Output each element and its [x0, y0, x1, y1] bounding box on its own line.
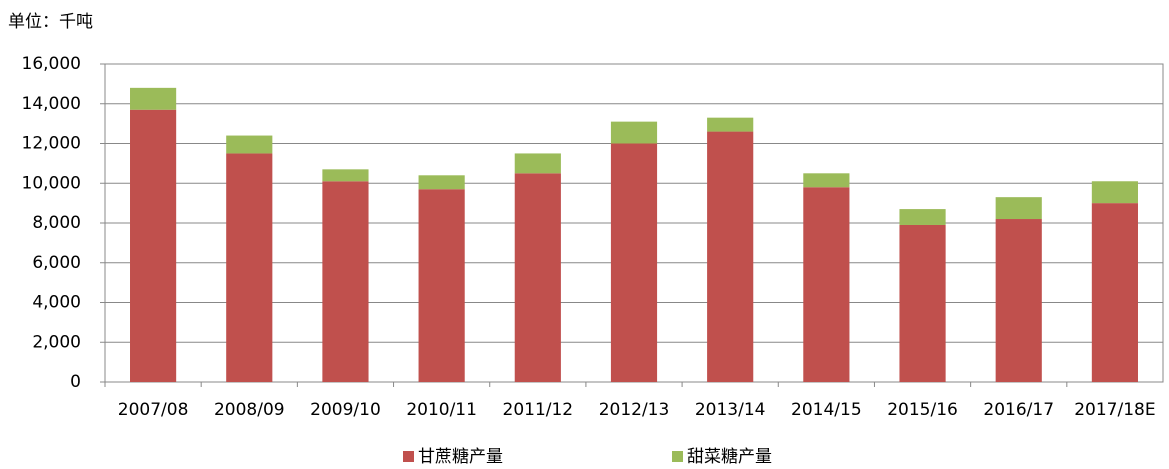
x-tick-label: 2013/14 — [695, 400, 766, 420]
x-tick-label: 2007/08 — [118, 400, 189, 420]
bar-segment — [611, 144, 657, 383]
bar-segment — [419, 189, 465, 382]
y-tick-label: 16,000 — [22, 54, 81, 74]
y-tick-label: 14,000 — [22, 94, 81, 114]
bar-segment — [130, 110, 176, 382]
bar-segment — [226, 153, 272, 382]
y-tick-label: 0 — [70, 372, 81, 392]
bar-segment — [899, 209, 945, 225]
bar-segment — [515, 173, 561, 382]
bar-segment — [130, 88, 176, 110]
bar-segment — [899, 225, 945, 382]
x-tick-label: 2015/16 — [887, 400, 958, 420]
x-tick-label: 2010/11 — [406, 400, 477, 420]
bar-segment — [419, 175, 465, 189]
y-tick-label: 6,000 — [32, 253, 81, 273]
y-tick-label: 2,000 — [32, 332, 81, 352]
x-tick-label: 2011/12 — [503, 400, 574, 420]
bar-segment — [322, 181, 368, 382]
bar-segment — [803, 187, 849, 382]
legend-label: 甘蔗糖产量 — [418, 447, 503, 467]
x-tick-label: 2017/18E — [1074, 400, 1155, 420]
bar-segment — [611, 122, 657, 144]
bar-segment — [996, 197, 1042, 219]
legend-swatch — [672, 451, 683, 462]
bar-segment — [1092, 181, 1138, 203]
y-tick-label: 12,000 — [22, 134, 81, 154]
bar-segment — [996, 219, 1042, 382]
bar-segment — [322, 169, 368, 181]
bar-segment — [226, 136, 272, 154]
bar-segment — [707, 132, 753, 382]
x-tick-label: 2016/17 — [983, 400, 1054, 420]
bar-segment — [1092, 203, 1138, 382]
y-tick-label: 4,000 — [32, 293, 81, 313]
x-tick-label: 2014/15 — [791, 400, 862, 420]
bar-segment — [515, 153, 561, 173]
x-tick-label: 2009/10 — [310, 400, 381, 420]
y-tick-label: 10,000 — [22, 173, 81, 193]
x-tick-label: 2008/09 — [214, 400, 285, 420]
legend-label: 甜菜糖产量 — [687, 447, 772, 467]
bar-segment — [803, 173, 849, 187]
y-tick-label: 8,000 — [32, 213, 81, 233]
legend-swatch — [403, 451, 414, 462]
x-tick-label: 2012/13 — [599, 400, 670, 420]
unit-label: 单位：千吨 — [8, 12, 93, 32]
chart: 单位：千吨 0 2,000 4,000 6,000 8,000 10,000 12,000 1… — [0, 0, 1169, 469]
bar-segment — [707, 118, 753, 132]
